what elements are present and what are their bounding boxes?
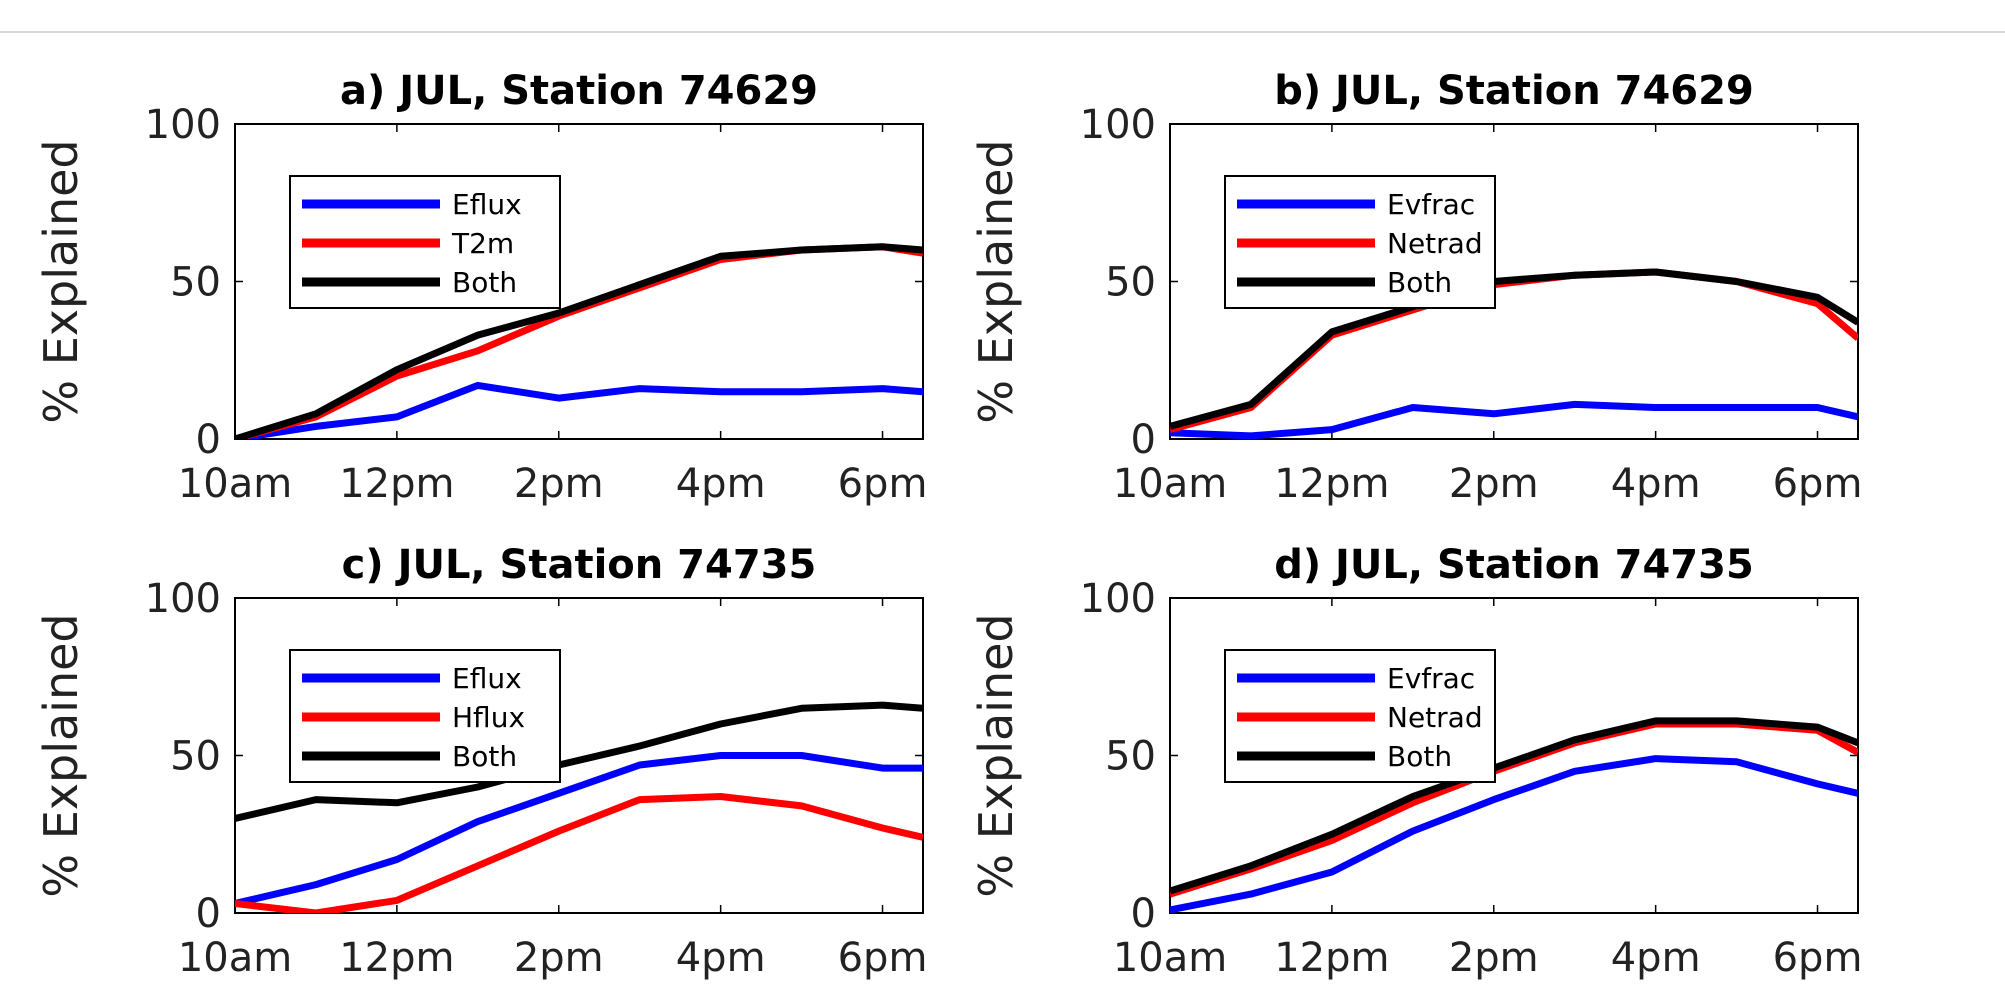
y-axis-label: % Explained (34, 139, 88, 423)
y-tick-label: 0 (1131, 417, 1156, 463)
chart-panel-3: c) JUL, Station 74735 % Explained 0 50 100 10… (34, 542, 927, 981)
chart-title: d) JUL, Station 74735 (1274, 542, 1754, 588)
y-tick-label: 100 (145, 576, 221, 622)
y-tick-label: 50 (170, 260, 221, 306)
legend-label-hflux: Hflux (452, 701, 525, 734)
x-tick-label: 4pm (676, 461, 766, 507)
legend: Eflux T2m Both (289, 175, 561, 309)
y-tick-label: 100 (1080, 102, 1156, 148)
chart-title: b) JUL, Station 74629 (1274, 68, 1754, 114)
y-tick-label: 0 (1131, 891, 1156, 937)
chart-title: a) JUL, Station 74629 (340, 68, 818, 114)
x-tick-label: 6pm (838, 935, 928, 981)
x-tick-label: 2pm (1449, 935, 1539, 981)
x-tick-label: 6pm (1773, 461, 1863, 507)
x-tick-label: 4pm (1611, 461, 1701, 507)
series-line-both (235, 701, 923, 822)
legend-label-netrad: Netrad (1387, 701, 1483, 734)
legend-label-evfrac: Evfrac (1387, 662, 1475, 695)
legend-label-evfrac: Evfrac (1387, 188, 1475, 221)
x-tick-label: 10am (178, 461, 292, 507)
legend-label-eflux: Eflux (452, 188, 522, 221)
x-tick-label: 12pm (339, 935, 454, 981)
x-tick-label: 10am (1113, 461, 1227, 507)
legend: Eflux Hflux Both (289, 649, 561, 783)
series-line-eflux (235, 381, 923, 439)
legend-label-both: Both (452, 266, 517, 299)
legend-label-both: Both (452, 740, 517, 773)
y-axis-label: % Explained (969, 139, 1023, 423)
y-tick-label: 100 (1080, 576, 1156, 622)
chart-panel-2: b) JUL, Station 74629 % Explained 0 50 100 10… (969, 68, 1862, 507)
chart-panel-1: a) JUL, Station 74629 % Explained 0 50 100 10… (34, 68, 927, 507)
legend-label-both: Both (1387, 740, 1452, 773)
series-line-both (1170, 717, 1858, 895)
series-line-both (1170, 268, 1858, 430)
series-line-eflux (235, 752, 923, 907)
x-tick-label: 6pm (838, 461, 928, 507)
x-tick-label: 6pm (1773, 935, 1863, 981)
x-tick-label: 2pm (1449, 461, 1539, 507)
x-tick-label: 10am (1113, 935, 1227, 981)
series-line-evfrac (1170, 755, 1858, 913)
series-line-hflux (235, 793, 923, 913)
chart-panel-4: d) JUL, Station 74735 % Explained 0 50 100 10… (969, 542, 1862, 981)
legend: Evfrac Netrad Both (1224, 175, 1496, 309)
x-tick-label: 4pm (1611, 935, 1701, 981)
x-tick-label: 2pm (514, 935, 604, 981)
legend-label-t2m: T2m (451, 227, 514, 260)
y-axis-label: % Explained (969, 613, 1023, 897)
x-tick-label: 12pm (1274, 461, 1389, 507)
y-tick-label: 50 (170, 734, 221, 780)
x-tick-label: 12pm (1274, 935, 1389, 981)
legend-label-eflux: Eflux (452, 662, 522, 695)
y-axis-label: % Explained (34, 613, 88, 897)
legend-label-both: Both (1387, 266, 1452, 299)
y-tick-label: 50 (1105, 734, 1156, 780)
y-tick-label: 100 (145, 102, 221, 148)
legend-label-netrad: Netrad (1387, 227, 1483, 260)
y-tick-label: 0 (196, 417, 221, 463)
top-divider-bar (0, 0, 2005, 33)
series-line-evfrac (1170, 400, 1858, 439)
y-tick-label: 0 (196, 891, 221, 937)
series-line-both (235, 243, 923, 439)
x-tick-label: 2pm (514, 461, 604, 507)
x-tick-label: 10am (178, 935, 292, 981)
y-tick-label: 50 (1105, 260, 1156, 306)
x-tick-label: 12pm (339, 461, 454, 507)
x-tick-label: 4pm (676, 935, 766, 981)
chart-title: c) JUL, Station 74735 (342, 542, 817, 588)
legend: Evfrac Netrad Both (1224, 649, 1496, 783)
